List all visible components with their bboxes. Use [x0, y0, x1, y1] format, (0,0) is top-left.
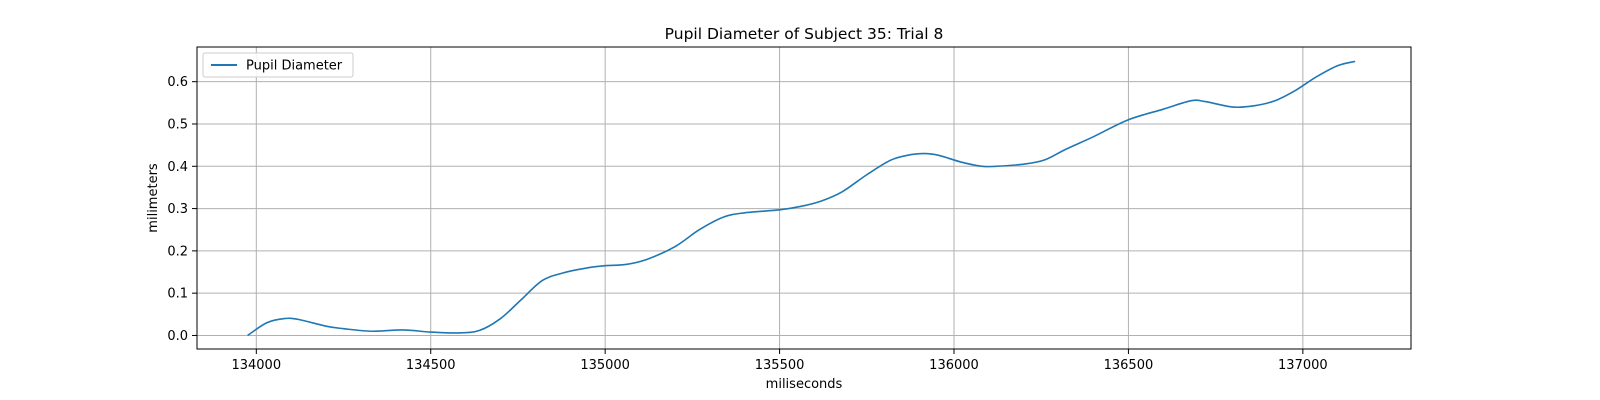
- y-axis-title: milimeters: [146, 163, 161, 233]
- y-axis: 0.0 0.1 0.2 0.3 0.4 0.5 0.6: [167, 75, 197, 344]
- x-axis: 134000 134500 135000 135500 136000 136500 1370…: [231, 349, 1328, 373]
- x-tick-label: 135500: [755, 358, 805, 373]
- x-tick-label: 137000: [1278, 358, 1328, 373]
- x-tick-label: 134000: [231, 358, 281, 373]
- series-line-0: [247, 60, 1356, 337]
- y-tick-label: 0.2: [167, 244, 188, 259]
- legend-label: Pupil Diameter: [246, 59, 343, 74]
- y-tick-label: 0.5: [167, 117, 188, 132]
- legend-box: [202, 52, 354, 78]
- x-tick-label: 134500: [406, 358, 456, 373]
- legend: Pupil Diameter: [202, 52, 354, 78]
- series-layer: [247, 60, 1356, 337]
- x-tick-label: 135000: [580, 358, 630, 373]
- plot-frame: [196, 46, 1412, 350]
- chart-title: Pupil Diameter of Subject 35: Trial 8: [665, 25, 944, 43]
- x-tick-label: 136000: [929, 358, 979, 373]
- x-tick-label: 136500: [1104, 358, 1154, 373]
- grid-lines: [197, 47, 1411, 349]
- x-axis-title: miliseconds: [766, 377, 843, 392]
- y-tick-label: 0.6: [167, 75, 188, 90]
- y-tick-label: 0.3: [167, 202, 188, 217]
- y-tick-label: 0.1: [167, 287, 188, 302]
- y-tick-label: 0.4: [167, 160, 188, 175]
- y-tick-label: 0.0: [167, 329, 188, 344]
